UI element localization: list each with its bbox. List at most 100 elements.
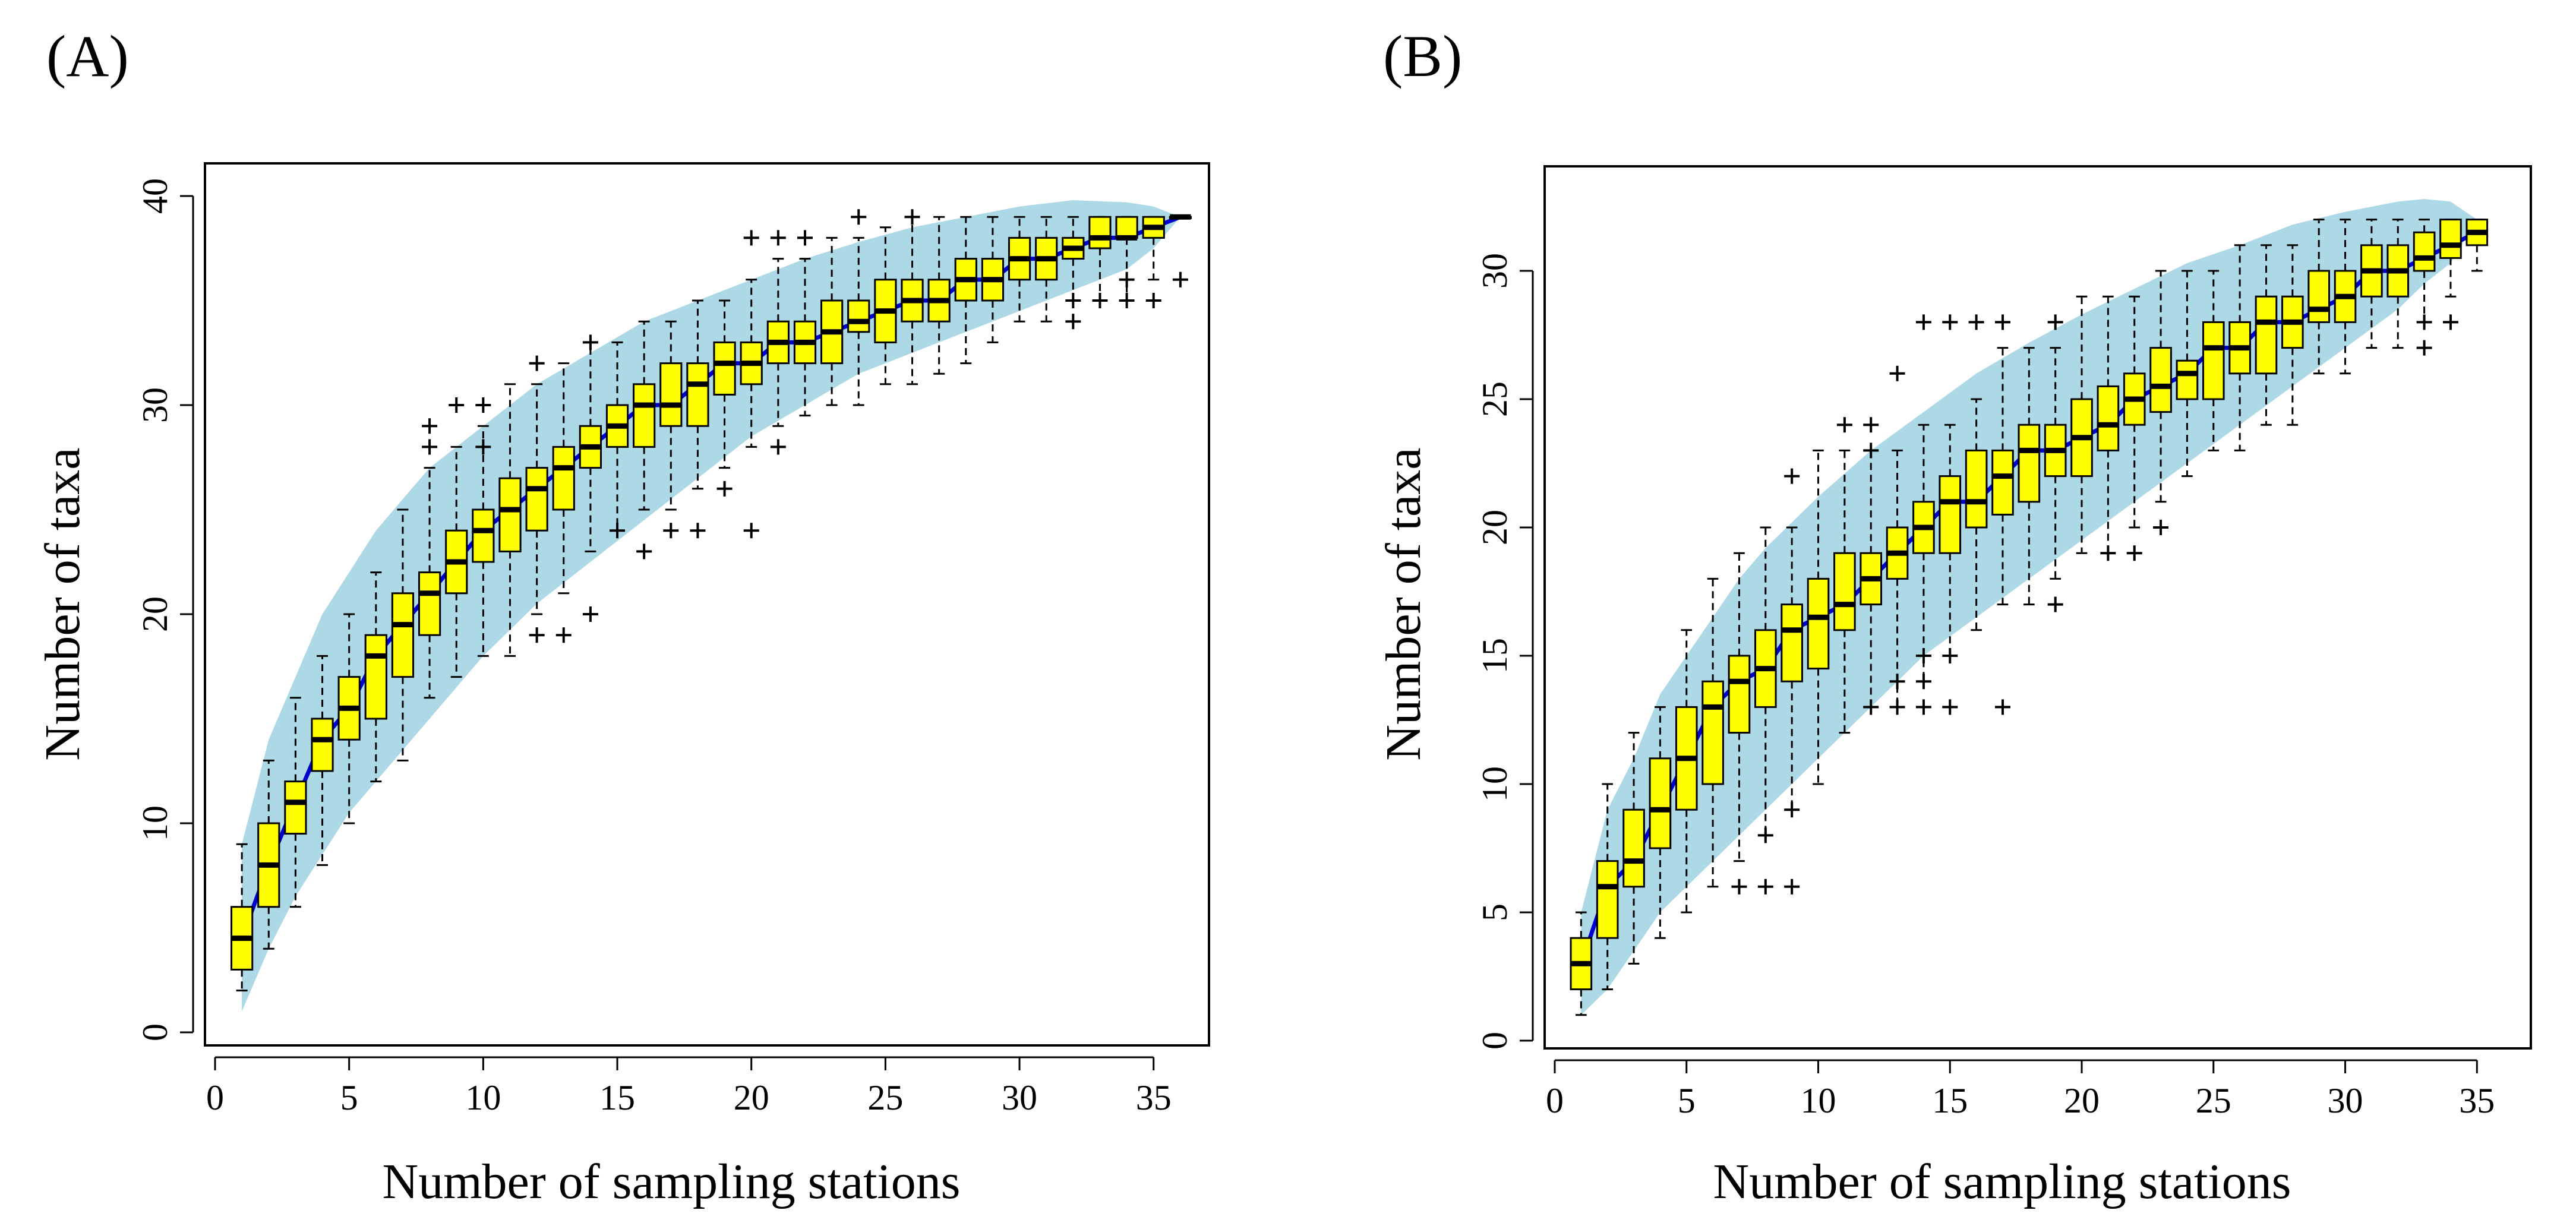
box [552,445,575,511]
y-tick-label: 30 [1475,253,1514,289]
boxplot-station-32 [1062,216,1085,302]
box [472,508,495,563]
y-tick-label: 5 [1475,903,1514,921]
y-tick-label: 10 [135,805,175,841]
outlier-point [1942,648,1958,663]
confidence-envelope [1581,199,2477,1015]
boxplot-station-35 [1142,216,1165,281]
outlier-point [1784,468,1800,484]
y-tick-label: 0 [135,1023,175,1041]
box [1939,475,1962,554]
box [418,571,441,636]
x-tick-label: 35 [2459,1081,2495,1120]
boxplot-station-9 [1781,526,1803,811]
outlier-point [422,439,438,455]
outlier-point [663,523,679,539]
box [1807,577,1830,670]
box [1088,216,1112,249]
outlier-point [1942,699,1958,715]
x-tick-label: 0 [1546,1081,1564,1120]
boxplot-station-1 [1570,911,1593,1016]
x-tick-label: 15 [599,1078,635,1117]
outlier-point [851,209,867,225]
box [1115,216,1138,239]
box [633,383,656,448]
x-tick-label: 20 [2064,1081,2100,1120]
outlier-point [1836,417,1852,433]
boxplot-station-35 [2465,219,2489,272]
y-tick-label: 40 [135,178,175,214]
box [847,299,870,333]
outlier-point [2047,596,2063,612]
panel-b: (B) 0 5 10 15 20 25 30 35 0 5 10 15 20 25 30 Number of… [1376,23,2532,1209]
panel-b-y-axis-title: Number of taxa [1376,447,1431,760]
x-tick-label: 10 [1801,1081,1836,1120]
boxplot-station-4 [1649,706,1672,939]
box [1833,552,1856,631]
panel-b-plot-frame [1543,165,2532,1050]
boxplot-station-12 [525,383,548,615]
boxplot-station-20 [740,279,763,448]
outlier-point [1915,648,1931,663]
outlier-point [422,418,438,434]
outlier-point [1942,314,1958,330]
outlier-point [2100,545,2116,561]
boxplot-station-17 [1991,347,2014,606]
boxplot-station-34 [2439,219,2462,298]
boxplot-station-31 [1035,216,1058,323]
x-tick-label: 30 [1002,1078,1037,1117]
box [1596,860,1619,939]
boxplot-station-5 [1675,629,1698,914]
box [1991,449,2014,516]
y-tick-label: 20 [1475,510,1514,545]
panel-a: (A) 0 5 10 15 20 25 30 35 0 10 20 30 40 Number of sa… [35,23,1210,1209]
outlier-point [770,439,786,455]
boxplot-station-21 [766,258,790,427]
box [2202,321,2225,400]
box [311,718,334,772]
outlier-point [1731,878,1747,895]
boxplot-station-6 [364,571,387,783]
box [1701,680,1724,785]
y-tick-label: 30 [135,387,175,423]
panel-a-x-axis-title: Number of sampling stations [383,1154,961,1209]
boxplot-station-25 [2202,270,2225,451]
box [2255,295,2278,375]
outlier-point [1994,699,2010,715]
box [2307,270,2330,323]
outlier-point [475,397,491,413]
boxplot-station-27 [2255,244,2278,426]
boxplot-station-23 [820,236,844,406]
boxplot-station-19 [713,299,736,469]
boxplot-station-8 [1754,526,1777,836]
boxplot-station-30 [1008,216,1031,323]
boxplot-station-27 [927,216,951,375]
box [284,780,307,835]
outlier-point [1145,293,1161,308]
panel-label-b: (B) [1383,23,1462,89]
outlier-point [1915,314,1931,330]
panel-a-plot-area: 0 5 10 15 20 25 30 35 0 10 20 30 40 [135,178,1192,1117]
boxplot-station-31 [2360,219,2383,349]
outlier-point [529,355,545,371]
outlier-point [1784,878,1800,895]
x-tick-label: 35 [1136,1078,1172,1117]
boxplot-station-29 [2307,219,2330,375]
boxplot-station-16 [1965,398,1988,631]
boxplot-station-16 [633,320,656,511]
boxplot-station-7 [391,508,415,761]
outlier-point [716,481,733,497]
boxplot-station-23 [2149,270,2172,503]
boxplot-station-6 [1701,577,1724,888]
outlier-point [1889,365,1905,381]
outlier-point [1757,827,1773,843]
y-tick-label: 20 [135,596,175,632]
boxplot-station-26 [901,216,924,385]
x-tick-label: 25 [2196,1081,2231,1120]
outlier-point [797,230,813,246]
boxplot-station-3 [1622,732,1645,965]
boxplot-station-18 [2018,347,2041,606]
box [1728,655,1751,734]
panel-label-a: (A) [46,23,129,89]
